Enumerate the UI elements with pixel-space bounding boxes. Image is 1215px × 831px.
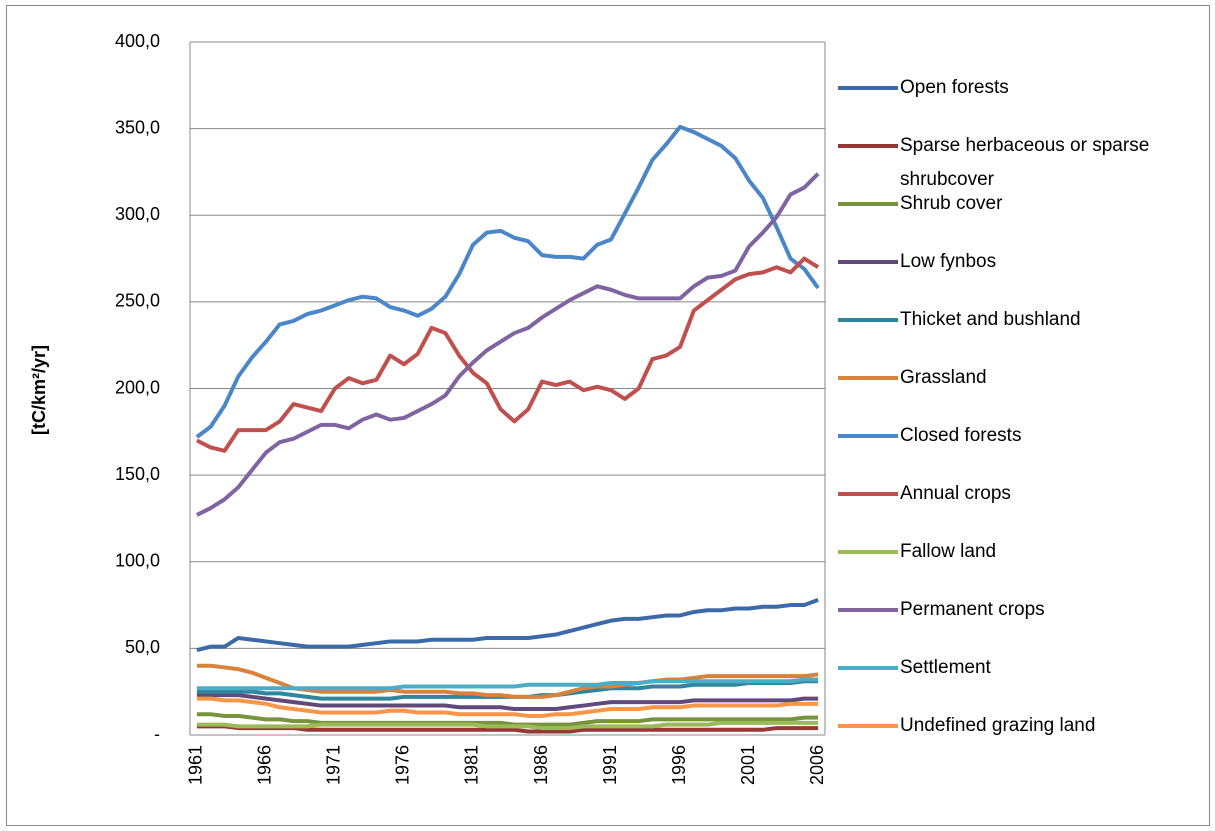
series-line bbox=[195, 124, 820, 439]
x-tick-label: 1986 bbox=[531, 745, 551, 785]
y-tick-label: 150,0 bbox=[115, 464, 160, 484]
series-line bbox=[196, 724, 819, 734]
series-line bbox=[196, 696, 819, 718]
series-line bbox=[196, 693, 819, 712]
y-tick-label: 300,0 bbox=[115, 204, 160, 224]
y-tick-label: 400,0 bbox=[115, 31, 160, 51]
y-tick-label: 200,0 bbox=[115, 377, 160, 397]
legend-label: Open forests bbox=[900, 77, 1009, 98]
legend-label: Annual crops bbox=[900, 483, 1011, 504]
y-tick-label: 250,0 bbox=[115, 291, 160, 311]
y-axis-title: [tC/km²/yr] bbox=[29, 345, 49, 435]
series-line bbox=[196, 256, 820, 453]
legend-label: Grassland bbox=[900, 367, 987, 388]
x-tick-label: 1976 bbox=[393, 745, 413, 785]
x-tick-label: 1971 bbox=[324, 745, 344, 785]
legend-label: Settlement bbox=[900, 657, 991, 678]
legend-label: Low fynbos bbox=[900, 251, 997, 272]
legend-label: Sparse herbaceous or sparse shrubcover bbox=[900, 135, 1150, 190]
series-line bbox=[196, 712, 819, 727]
x-tick-label: 1961 bbox=[186, 745, 206, 785]
legend-label: Closed forests bbox=[900, 425, 1022, 446]
x-tick-label: 2006 bbox=[807, 745, 827, 785]
x-tick-label: 1991 bbox=[600, 745, 620, 785]
y-tick-label: 50,0 bbox=[125, 637, 160, 657]
y-tick-label: 350,0 bbox=[115, 117, 160, 137]
y-tick-label: 100,0 bbox=[115, 551, 160, 571]
legend-label: Permanent crops bbox=[900, 599, 1045, 620]
legend-label: Fallow land bbox=[900, 541, 997, 562]
series-line bbox=[196, 172, 820, 517]
legend-label: Thicket and bushland bbox=[900, 309, 1081, 330]
legend-label: Undefined grazing land bbox=[900, 715, 1096, 736]
y-tick-label: - bbox=[154, 724, 160, 744]
x-tick-label: 1981 bbox=[462, 745, 482, 785]
series-line bbox=[196, 597, 819, 653]
x-tick-label: 1966 bbox=[255, 745, 275, 785]
x-tick-label: 2001 bbox=[738, 745, 758, 785]
legend-label: Shrub cover bbox=[900, 193, 1003, 214]
series-line bbox=[196, 720, 819, 731]
series-line bbox=[196, 677, 819, 691]
x-tick-label: 1996 bbox=[669, 745, 689, 785]
